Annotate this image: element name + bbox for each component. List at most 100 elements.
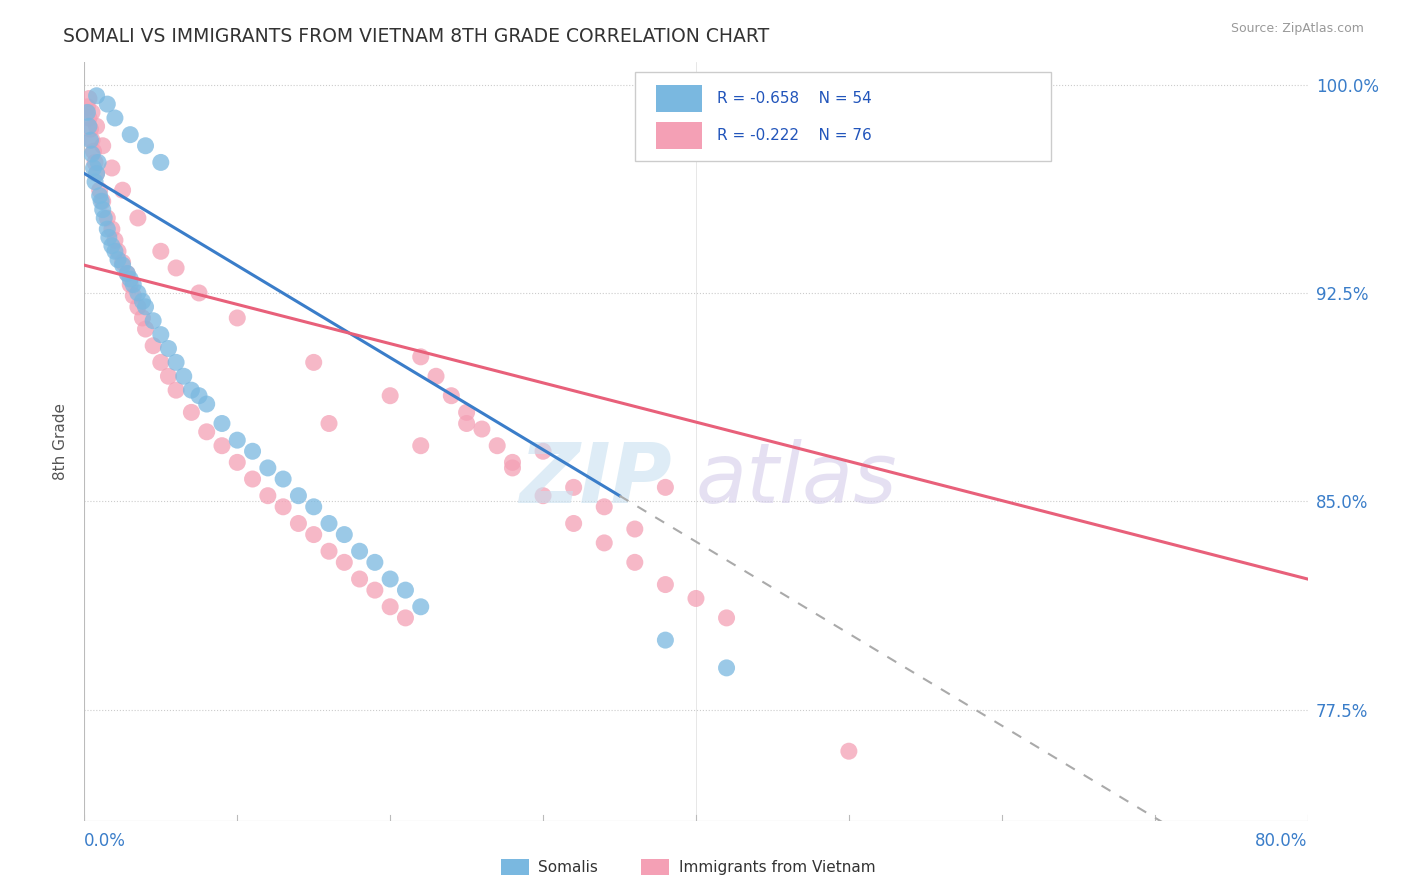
Point <box>302 500 325 514</box>
Point <box>165 260 187 275</box>
Point <box>120 272 142 286</box>
Point <box>685 591 707 606</box>
Point <box>486 439 509 453</box>
Text: R = -0.222    N = 76: R = -0.222 N = 76 <box>717 128 872 143</box>
Point <box>120 128 142 142</box>
Point <box>77 91 100 105</box>
Point <box>195 397 218 411</box>
Point <box>89 183 111 197</box>
Point <box>456 405 478 419</box>
Point <box>287 516 309 531</box>
Point <box>76 100 98 114</box>
Point <box>111 255 134 269</box>
Y-axis label: 8th Grade: 8th Grade <box>53 403 69 480</box>
Point <box>257 461 280 475</box>
Point <box>318 516 340 531</box>
Point <box>84 175 107 189</box>
Point <box>364 555 387 569</box>
Point <box>86 88 108 103</box>
Point <box>127 285 149 300</box>
Point <box>127 300 149 314</box>
Point <box>101 238 124 252</box>
Point <box>562 480 585 494</box>
Point <box>211 439 233 453</box>
Point <box>93 211 115 225</box>
Point <box>86 120 108 134</box>
Point <box>101 161 124 175</box>
Point <box>349 572 371 586</box>
Point <box>80 133 103 147</box>
Point <box>593 500 616 514</box>
Text: atlas: atlas <box>696 439 897 520</box>
Point <box>135 300 157 314</box>
Point <box>318 417 340 431</box>
Point <box>127 211 149 225</box>
Point <box>79 133 101 147</box>
Point <box>142 339 165 353</box>
Point <box>84 155 107 169</box>
Point <box>77 111 100 125</box>
Point <box>107 252 129 267</box>
Point <box>380 389 402 403</box>
Point <box>226 433 249 447</box>
Point <box>364 583 387 598</box>
Point <box>302 527 325 541</box>
Point <box>318 544 340 558</box>
Point <box>440 389 463 403</box>
Point <box>624 522 647 536</box>
Point <box>380 572 402 586</box>
Text: 80.0%: 80.0% <box>1256 832 1308 850</box>
Point <box>188 389 211 403</box>
Point <box>242 472 264 486</box>
Point <box>122 289 145 303</box>
Point <box>87 155 110 169</box>
Point <box>593 536 616 550</box>
Point <box>79 122 101 136</box>
Point <box>86 167 108 181</box>
Point <box>131 310 153 325</box>
Point <box>271 472 294 486</box>
Point <box>91 202 114 217</box>
Point <box>149 244 172 259</box>
Point <box>135 322 157 336</box>
Point <box>149 327 172 342</box>
Point <box>271 500 294 514</box>
Point <box>104 233 127 247</box>
Point <box>165 355 187 369</box>
Point <box>531 444 554 458</box>
Point <box>471 422 494 436</box>
Point <box>716 661 738 675</box>
Point <box>409 439 432 453</box>
Point <box>149 155 172 169</box>
Point <box>77 120 100 134</box>
Point <box>333 555 356 569</box>
Point <box>502 455 524 469</box>
Point <box>195 425 218 439</box>
Point <box>394 583 416 598</box>
Point <box>111 183 134 197</box>
Text: ZIP: ZIP <box>519 439 672 520</box>
Text: Source: ZipAtlas.com: Source: ZipAtlas.com <box>1230 22 1364 36</box>
Point <box>188 285 211 300</box>
Point <box>654 577 676 591</box>
Point <box>838 744 860 758</box>
Point <box>104 244 127 259</box>
Point <box>349 544 371 558</box>
Point <box>425 369 447 384</box>
Point <box>165 383 187 397</box>
Point <box>142 314 165 328</box>
Point <box>173 369 195 384</box>
Point <box>101 222 124 236</box>
Point <box>83 161 105 175</box>
Point <box>90 194 112 209</box>
Point <box>211 417 233 431</box>
Point <box>86 167 108 181</box>
Point <box>654 480 676 494</box>
Point <box>80 147 103 161</box>
Point <box>456 417 478 431</box>
Point <box>80 105 103 120</box>
Point <box>104 111 127 125</box>
Bar <box>501 859 529 875</box>
Point <box>302 355 325 369</box>
Point <box>96 211 118 225</box>
